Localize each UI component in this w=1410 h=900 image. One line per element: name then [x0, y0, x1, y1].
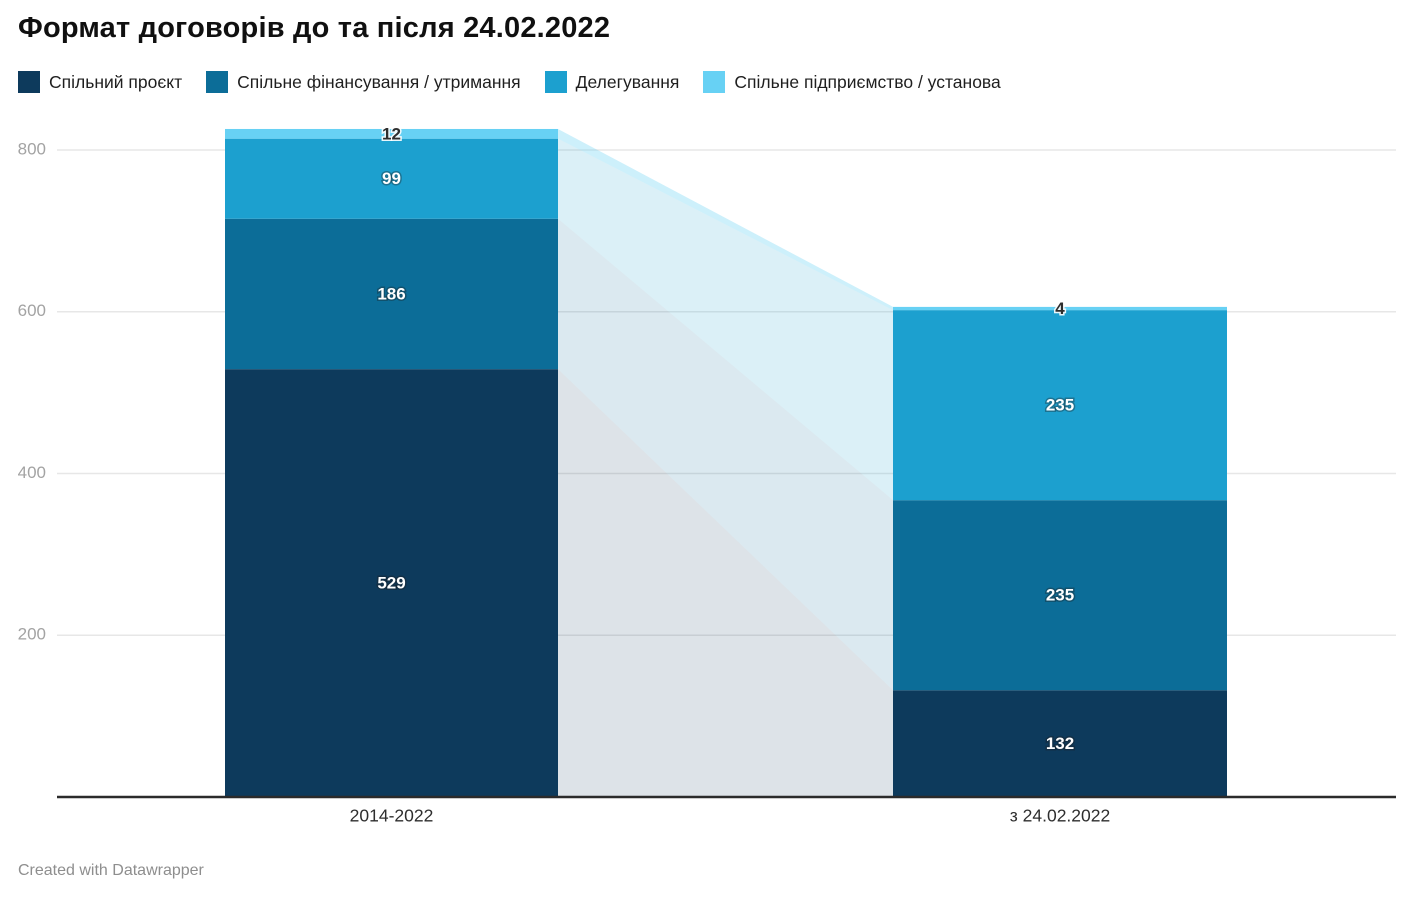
- bar-value-label: 235: [1046, 586, 1074, 605]
- legend-label: Спільне фінансування / утримання: [237, 71, 521, 92]
- attribution: Created with Datawrapper: [18, 862, 204, 879]
- bar-value-label: 132: [1046, 734, 1074, 753]
- legend-label: Спільний проєкт: [49, 71, 183, 92]
- legend-swatch: [206, 71, 229, 93]
- connector-band: [558, 138, 893, 501]
- y-tick-label: 400: [18, 463, 46, 482]
- legend-item: Спільне фінансування / утримання: [206, 71, 521, 93]
- y-tick-label: 600: [18, 301, 46, 320]
- bar-value-label: 235: [1046, 396, 1074, 415]
- connector-band: [558, 218, 893, 691]
- legend-item: Спільне підприємство / установа: [703, 71, 1001, 93]
- legend-swatch: [544, 71, 567, 93]
- bar-segment[interactable]: [225, 369, 558, 797]
- legend-item: Делегування: [544, 71, 680, 93]
- bar-segment[interactable]: [225, 218, 558, 370]
- bar-value-label: 4: [1055, 299, 1065, 318]
- legend: Спільний проєкт Спільне фінансування / ут…: [18, 71, 1001, 93]
- bar-segment[interactable]: [893, 500, 1227, 691]
- bar-segment[interactable]: [893, 306, 1227, 311]
- bar-segment[interactable]: [225, 138, 558, 219]
- y-tick-label: 200: [18, 625, 46, 644]
- connector-band: [558, 128, 893, 311]
- y-tick-label: 800: [18, 139, 46, 158]
- connector-band: [558, 369, 893, 797]
- legend-label: Спільне підприємство / установа: [734, 71, 1001, 92]
- bar-value-label: 186: [377, 284, 405, 303]
- x-axis-label: 2014-2022: [350, 806, 434, 826]
- bar-value-label: 12: [382, 124, 401, 143]
- bar-segment[interactable]: [225, 128, 558, 139]
- bar-segment[interactable]: [893, 690, 1227, 797]
- legend-swatch: [703, 71, 726, 93]
- legend-item: Спільний проєкт: [18, 71, 182, 93]
- bar-value-label: 529: [377, 574, 405, 593]
- chart-title: Формат договорів до та після 24.02.2022: [18, 12, 611, 44]
- bar-segment[interactable]: [893, 310, 1227, 501]
- bar-value-label: 99: [382, 169, 401, 188]
- legend-swatch: [18, 71, 40, 93]
- x-axis-label: з 24.02.2022: [1010, 806, 1110, 826]
- legend-label: Делегування: [575, 71, 680, 92]
